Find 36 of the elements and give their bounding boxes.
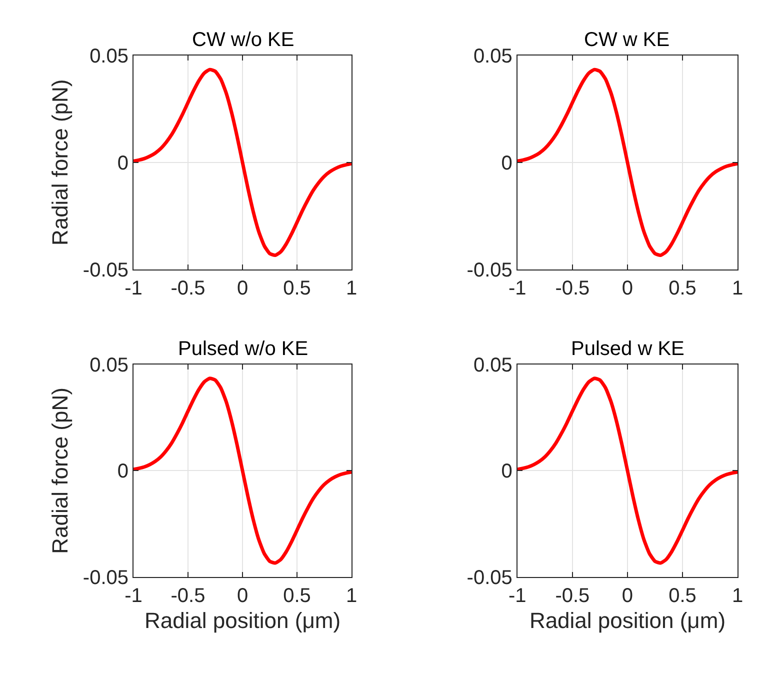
x-tick-label: 1 <box>732 277 744 300</box>
x-tick-label: 0.5 <box>668 585 696 608</box>
line-series <box>134 68 352 258</box>
y-tick-label: 0.05 <box>90 45 129 68</box>
y-tick-label: 0.05 <box>473 354 512 376</box>
chart-title: Pulsed w/o KE <box>178 338 308 360</box>
x-tick-label: 1 <box>346 585 358 608</box>
x-axis-title: Radial position (μm) <box>144 608 341 633</box>
x-tick-label: -0.5 <box>170 277 206 300</box>
y-tick-label: 0 <box>117 152 129 174</box>
x-tick-label: 0 <box>622 277 634 300</box>
y-tick-label: 0 <box>501 460 512 483</box>
x-tick-label: 0.5 <box>283 585 311 608</box>
x-tick-label: 0.5 <box>283 277 311 300</box>
x-tick-label: 0 <box>622 585 634 608</box>
y-tick-label: 0 <box>501 152 512 174</box>
chart-title: CW w KE <box>584 29 670 51</box>
chart-title: CW w/o KE <box>192 29 294 51</box>
chart-title: Pulsed w KE <box>571 338 684 360</box>
x-tick-label: 1 <box>346 277 358 300</box>
y-axis-title: Radial force (pN) <box>48 79 73 246</box>
line-series <box>517 68 738 258</box>
y-tick-label: 0.05 <box>90 354 129 376</box>
x-tick-label: -0.5 <box>170 585 206 608</box>
y-tick-label: 0 <box>117 460 129 483</box>
x-tick-label: 0 <box>236 585 248 608</box>
line-series <box>134 376 352 565</box>
y-axis-title: Radial force (pN) <box>48 388 73 554</box>
x-tick-label: 1 <box>732 585 744 608</box>
x-tick-label: -0.5 <box>555 277 590 300</box>
y-tick-label: 0.05 <box>473 45 512 68</box>
x-tick-label: 0 <box>236 277 248 300</box>
x-tick-label: 0.5 <box>668 277 696 300</box>
x-tick-label: -0.5 <box>555 585 590 608</box>
line-series <box>517 376 738 565</box>
x-axis-title: Radial position (μm) <box>529 608 726 633</box>
